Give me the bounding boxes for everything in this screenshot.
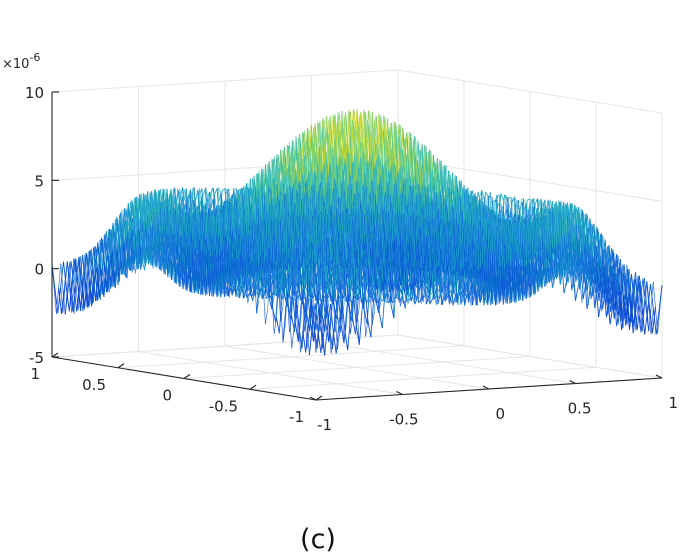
y-tick-label: -1 bbox=[289, 408, 304, 426]
x-tick-label: 0 bbox=[495, 405, 505, 423]
y-tick-label: 1 bbox=[30, 365, 40, 383]
axes bbox=[51, 91, 663, 401]
surface-mesh bbox=[51, 109, 663, 356]
x-tick-label: 1 bbox=[668, 394, 678, 412]
z-tick-label: 5 bbox=[34, 172, 44, 190]
x-tick-label: 0.5 bbox=[568, 400, 592, 418]
x-tick-label: -0.5 bbox=[389, 411, 418, 429]
x-tick-label: -1 bbox=[317, 416, 332, 434]
z-exponent-label: ×10-6 bbox=[2, 51, 40, 72]
z-tick-label: 10 bbox=[25, 84, 44, 102]
z-tick-label: -5 bbox=[29, 349, 44, 367]
z-tick-label: 0 bbox=[34, 261, 44, 279]
figure-caption: (c) bbox=[300, 524, 336, 555]
y-tick-label: 0.5 bbox=[82, 376, 106, 394]
y-tick-label: -0.5 bbox=[209, 397, 238, 415]
tick-labels: -5 0 5 10 -1 -0.5 0 0.5 1 -1 -0.5 0 0.5 1 bbox=[25, 84, 678, 434]
y-tick-label: 0 bbox=[162, 387, 172, 405]
